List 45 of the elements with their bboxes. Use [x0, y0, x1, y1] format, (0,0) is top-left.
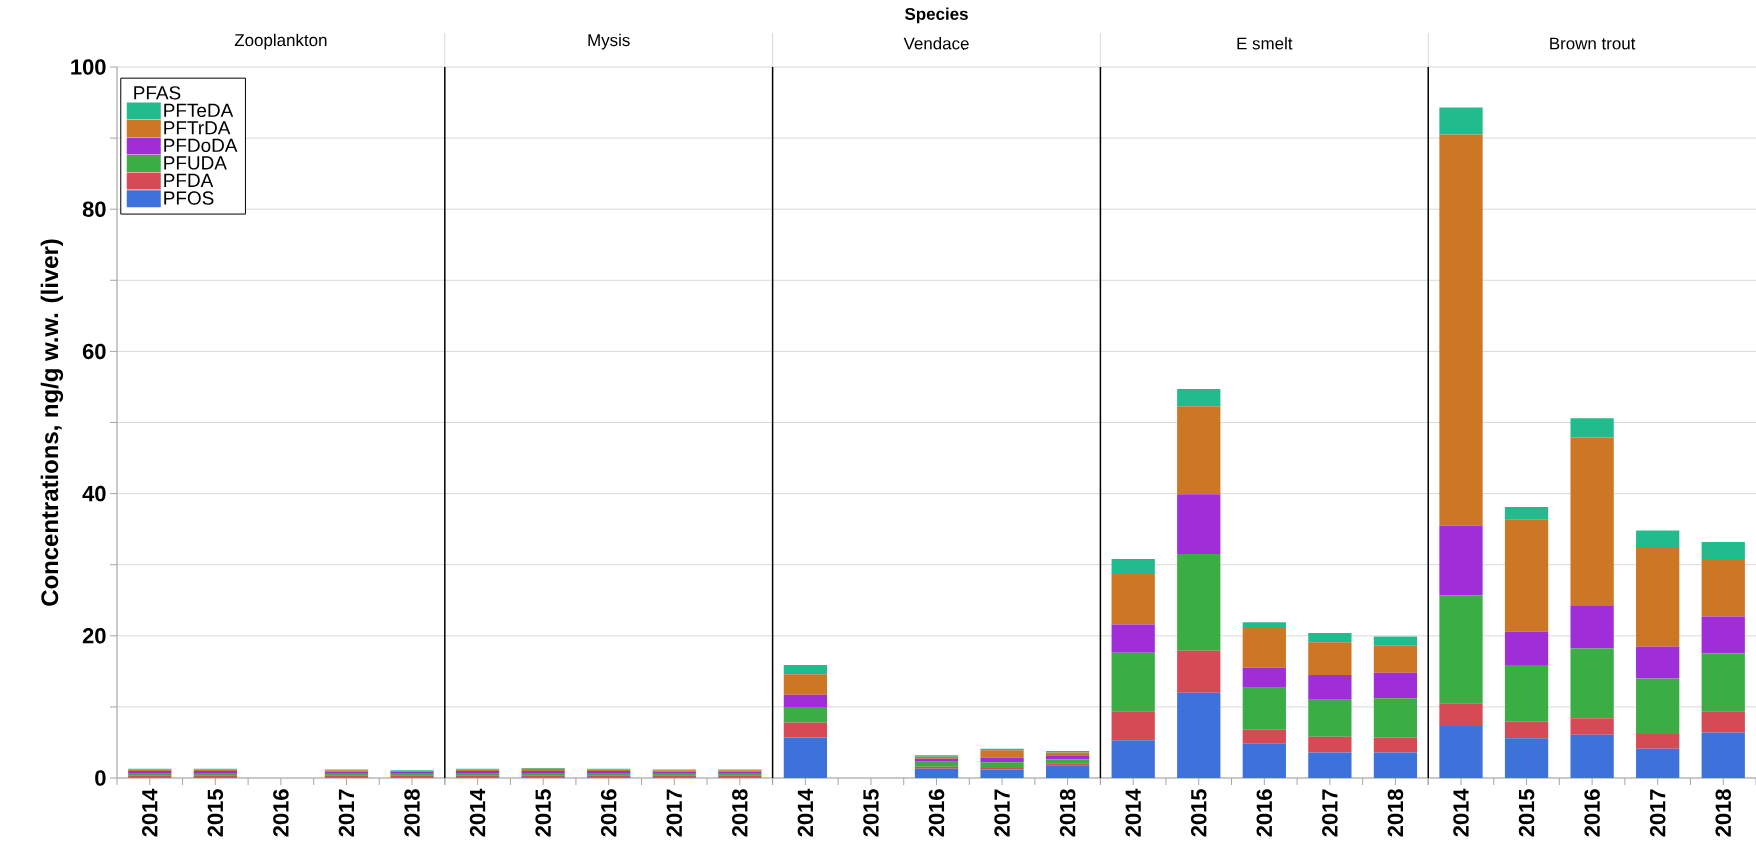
y-tick-label: 80: [82, 201, 106, 217]
x-tick-label: 2016: [273, 789, 289, 837]
y-axis-title: Concentrations, ng/g w.w. (liver): [40, 239, 64, 606]
chart-title: Zooplankton: [234, 33, 327, 50]
chart-title: Vendace: [903, 37, 969, 50]
x-tick-label: 2018: [1715, 789, 1731, 837]
x-tick-label: 2015: [207, 789, 224, 837]
y-tick-label: 20: [82, 628, 106, 644]
x-tick-label: 2015: [1190, 789, 1207, 837]
y-tick-label: 40: [82, 485, 106, 502]
chart-title: Mysis: [588, 33, 630, 50]
x-tick-label: 2016: [928, 789, 945, 837]
x-tick-label: 2018: [1059, 789, 1076, 837]
x-tick-label: 2015: [1518, 789, 1535, 837]
legend-label: PFUDA: [164, 156, 227, 170]
legend-label: PFDA: [164, 173, 214, 187]
x-tick-label: 2015: [863, 789, 879, 837]
chart-title: Brown trout: [1550, 37, 1636, 50]
y-tick-label: 60: [82, 343, 106, 360]
x-tick-label: 2014: [469, 788, 486, 837]
x-tick-label: 2018: [732, 789, 748, 837]
x-tick-label: 2014: [1125, 788, 1141, 837]
x-tick-label: 2016: [1256, 789, 1273, 837]
x-tick-label: 2016: [1584, 789, 1600, 837]
x-tick-label: 2018: [1387, 789, 1404, 837]
legend-label: PFTrDA: [164, 121, 231, 135]
x-tick-label: 2017: [994, 789, 1010, 837]
legend-title: PFAS: [134, 86, 181, 100]
x-tick-label: 2017: [666, 789, 683, 837]
x-tick-label: 2017: [1649, 789, 1666, 837]
x-tick-label: 2018: [404, 789, 420, 837]
x-tick-label: 2014: [1453, 788, 1469, 837]
legend-label: PFOS: [164, 191, 214, 205]
chart-title: E smelt: [1237, 37, 1293, 50]
x-tick-label: 2017: [1322, 789, 1338, 837]
text: Species: [904, 7, 968, 24]
x-tick-label: 2017: [338, 789, 355, 837]
legend-label: PFDoDA: [164, 138, 238, 153]
x-tick-label: 2014: [797, 788, 814, 837]
x-tick-label: 2016: [600, 789, 617, 837]
x-tick-label: 2014: [142, 788, 158, 837]
x-tick-label: 2015: [535, 789, 551, 837]
y-tick-label: 100: [71, 59, 106, 75]
y-tick-label: 0: [95, 770, 106, 786]
legend-label: PFTeDA: [164, 103, 234, 118]
